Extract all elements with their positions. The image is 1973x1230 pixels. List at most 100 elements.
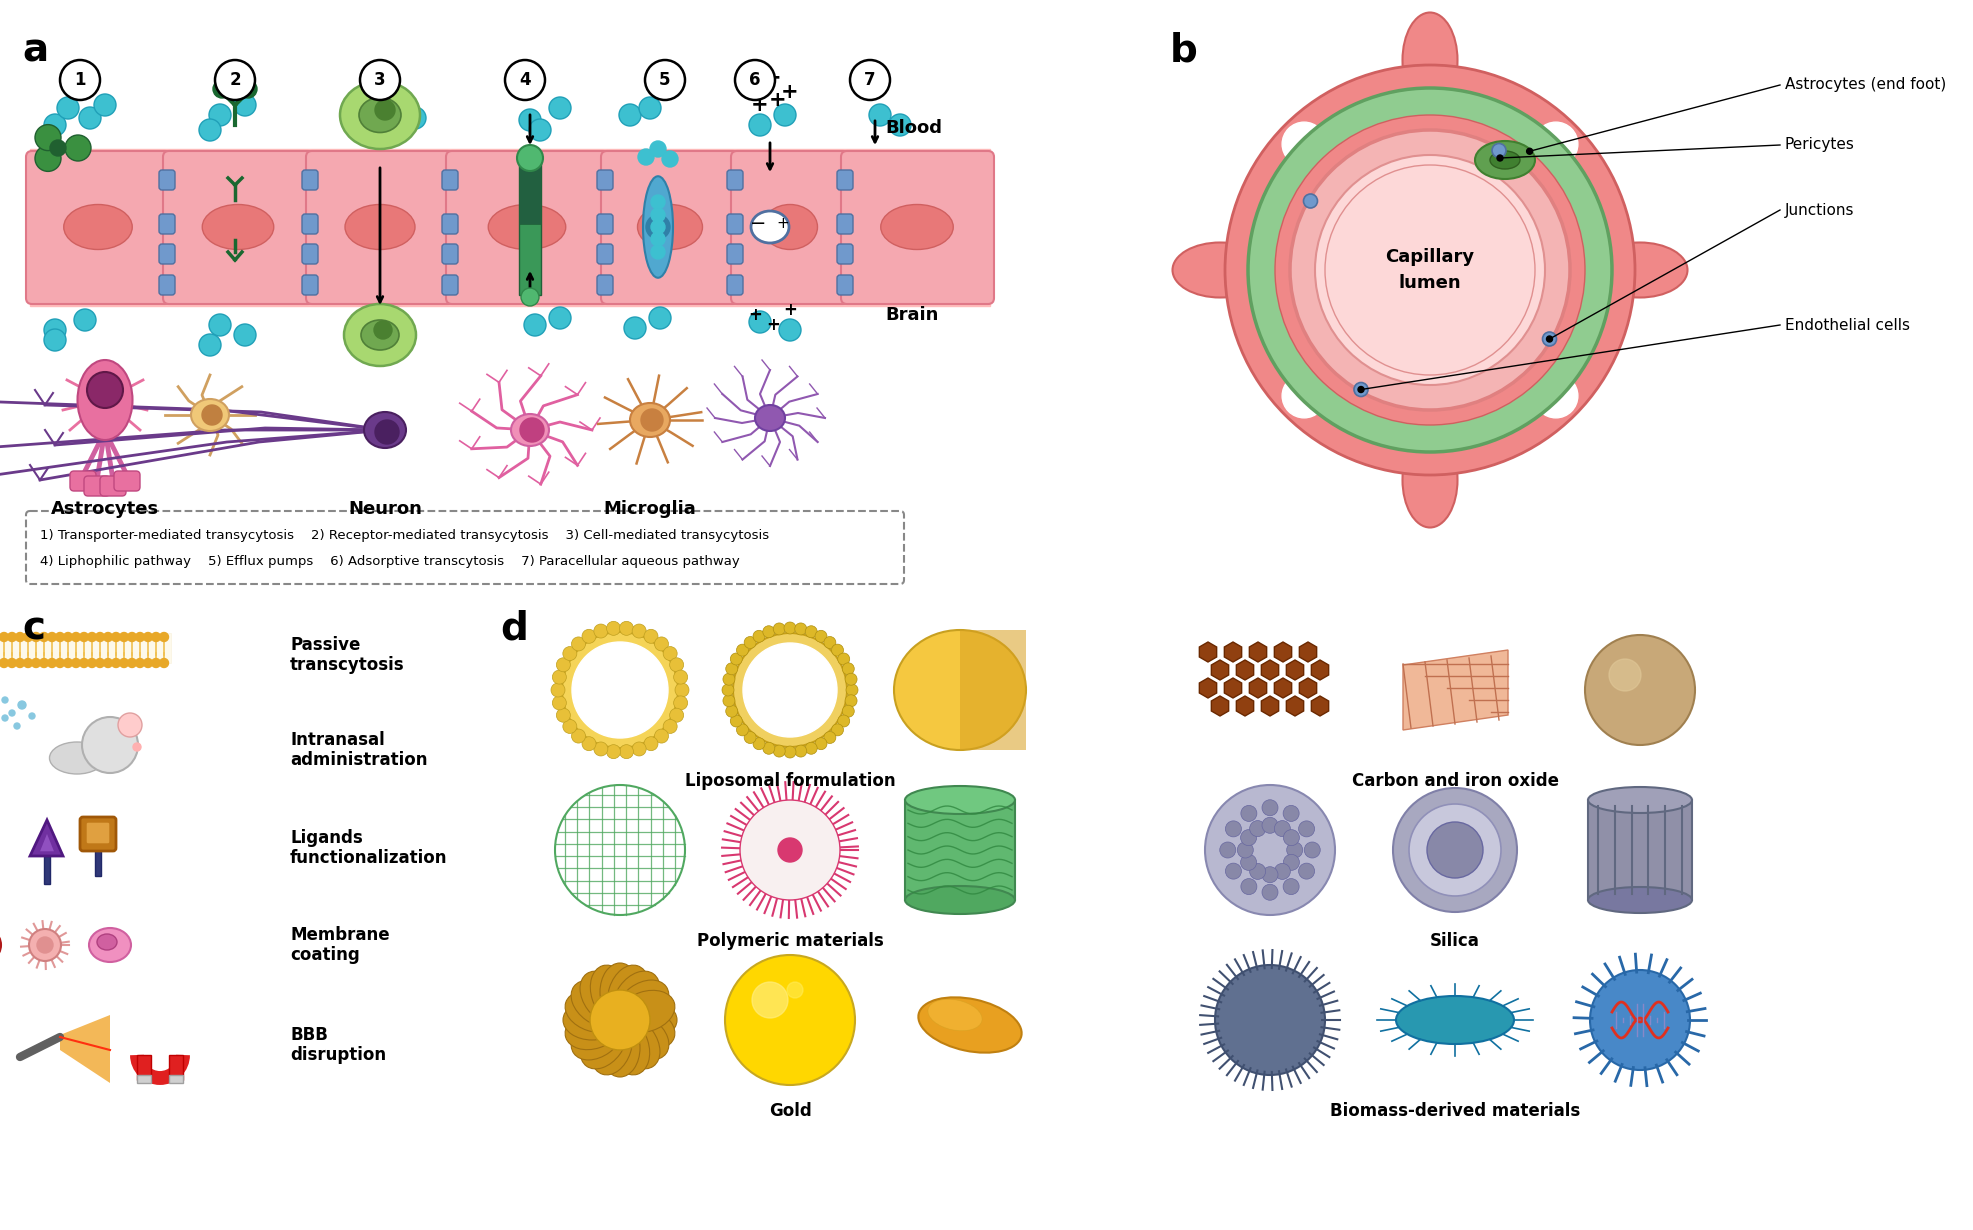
Polygon shape: [1300, 678, 1316, 697]
Circle shape: [0, 658, 8, 668]
Circle shape: [631, 742, 647, 756]
Circle shape: [1275, 820, 1290, 836]
FancyBboxPatch shape: [302, 244, 318, 264]
Circle shape: [132, 743, 140, 752]
Circle shape: [16, 658, 24, 668]
Circle shape: [2, 697, 8, 704]
Ellipse shape: [880, 204, 953, 250]
Circle shape: [722, 673, 734, 685]
Circle shape: [639, 97, 661, 119]
Text: a: a: [22, 32, 47, 70]
Polygon shape: [1200, 678, 1217, 697]
Text: +: +: [781, 82, 799, 102]
Ellipse shape: [359, 97, 401, 133]
Ellipse shape: [562, 1000, 621, 1041]
FancyBboxPatch shape: [840, 151, 994, 304]
Text: Intranasal
administration: Intranasal administration: [290, 731, 428, 770]
FancyBboxPatch shape: [837, 244, 852, 264]
Circle shape: [0, 632, 8, 642]
Polygon shape: [1249, 678, 1267, 697]
Circle shape: [199, 119, 221, 141]
Ellipse shape: [637, 204, 702, 250]
Circle shape: [120, 632, 128, 642]
Circle shape: [79, 658, 89, 668]
FancyBboxPatch shape: [87, 822, 110, 844]
Ellipse shape: [203, 204, 274, 250]
Polygon shape: [30, 820, 63, 856]
Ellipse shape: [97, 934, 116, 950]
Circle shape: [1610, 659, 1642, 691]
Ellipse shape: [191, 399, 229, 430]
Ellipse shape: [894, 630, 1026, 750]
FancyBboxPatch shape: [446, 151, 610, 304]
Circle shape: [651, 208, 665, 221]
Text: +: +: [766, 316, 779, 335]
Circle shape: [59, 60, 101, 100]
Circle shape: [645, 215, 671, 239]
Circle shape: [1249, 89, 1612, 451]
Polygon shape: [1225, 678, 1241, 697]
Circle shape: [663, 151, 679, 167]
Circle shape: [620, 621, 633, 636]
FancyBboxPatch shape: [26, 510, 904, 584]
Text: Endothelial cells: Endothelial cells: [1786, 317, 1910, 332]
Circle shape: [649, 308, 671, 328]
Polygon shape: [1312, 661, 1328, 680]
Text: Gold: Gold: [769, 1102, 811, 1121]
Circle shape: [550, 683, 564, 697]
Circle shape: [209, 314, 231, 336]
Circle shape: [8, 632, 16, 642]
Circle shape: [87, 658, 97, 668]
Ellipse shape: [1476, 141, 1535, 180]
Text: +: +: [748, 306, 762, 323]
Circle shape: [582, 737, 596, 750]
Circle shape: [726, 663, 738, 675]
Polygon shape: [59, 1015, 110, 1082]
FancyBboxPatch shape: [726, 244, 744, 264]
Circle shape: [663, 720, 677, 733]
Ellipse shape: [917, 998, 1022, 1053]
Ellipse shape: [590, 966, 633, 1022]
Polygon shape: [961, 630, 1026, 750]
Circle shape: [47, 658, 57, 668]
Bar: [170, 1055, 183, 1080]
Circle shape: [750, 114, 771, 137]
FancyBboxPatch shape: [302, 214, 318, 234]
Circle shape: [831, 723, 844, 736]
Circle shape: [24, 658, 32, 668]
Ellipse shape: [363, 412, 406, 448]
Ellipse shape: [618, 990, 675, 1032]
Circle shape: [655, 729, 669, 743]
FancyBboxPatch shape: [726, 214, 744, 234]
Circle shape: [740, 800, 840, 900]
Circle shape: [594, 624, 608, 638]
Polygon shape: [1211, 696, 1229, 716]
Circle shape: [18, 701, 26, 708]
Circle shape: [842, 705, 854, 717]
Polygon shape: [1249, 642, 1267, 662]
Circle shape: [868, 105, 892, 125]
Circle shape: [30, 929, 61, 961]
Circle shape: [730, 715, 742, 727]
Ellipse shape: [343, 304, 416, 367]
Text: Pericytes: Pericytes: [1786, 138, 1855, 153]
Circle shape: [1282, 830, 1300, 846]
Circle shape: [1263, 817, 1279, 833]
Ellipse shape: [1592, 242, 1687, 298]
Ellipse shape: [906, 786, 1014, 814]
FancyBboxPatch shape: [837, 214, 852, 234]
Circle shape: [10, 710, 16, 716]
Ellipse shape: [339, 81, 420, 149]
Circle shape: [815, 738, 827, 750]
Text: Ligands
functionalization: Ligands functionalization: [290, 829, 448, 867]
Text: Silica: Silica: [1430, 932, 1480, 950]
Circle shape: [1584, 635, 1695, 745]
Circle shape: [669, 708, 683, 722]
Ellipse shape: [511, 415, 548, 446]
Circle shape: [235, 323, 256, 346]
Circle shape: [1225, 863, 1241, 879]
Circle shape: [844, 695, 856, 707]
Polygon shape: [1261, 696, 1279, 716]
Text: +: +: [777, 216, 789, 231]
Circle shape: [736, 645, 748, 656]
